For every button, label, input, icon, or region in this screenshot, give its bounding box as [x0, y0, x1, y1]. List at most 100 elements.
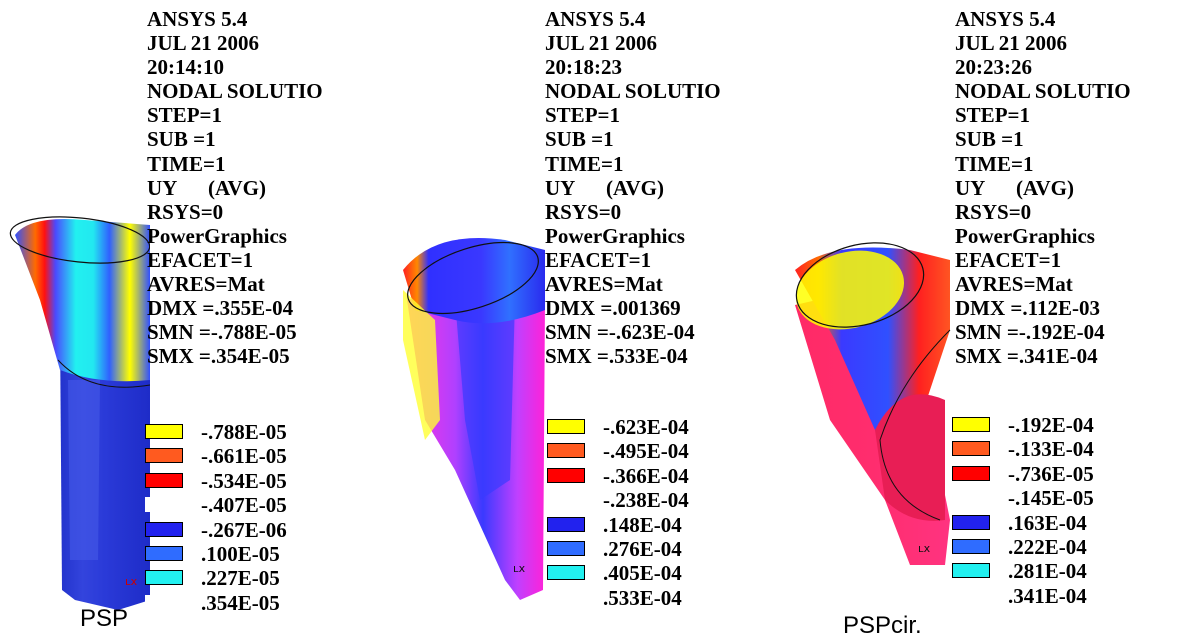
- figure-caption: PSP: [80, 605, 129, 632]
- contour-panel-pspcir: ʟx ANSYS 5.4 JUL 21 2006 20:23:26 NODAL …: [790, 0, 1190, 641]
- info-line: EFACET=1: [147, 247, 254, 272]
- info-block: ANSYS 5.4 JUL 21 2006 20:23:26 NODAL SOL…: [955, 7, 1190, 368]
- info-line: RSYS=0: [955, 199, 1032, 224]
- info-line: NODAL SOLUTIO: [147, 79, 323, 104]
- info-line: SMX =.341E-04: [955, 344, 1098, 369]
- legend-swatch: [145, 424, 183, 439]
- legend-value: .163E-04: [1008, 510, 1087, 535]
- tube-model-middle: ʟx: [403, 238, 545, 600]
- info-line: 20:23:26: [955, 55, 1032, 80]
- legend-swatch: [952, 465, 990, 481]
- tube-model-psp: ʟx: [9, 216, 150, 610]
- info-line: 20:18:23: [545, 55, 622, 80]
- info-line: SMN =-.192E-04: [955, 320, 1105, 345]
- info-line: JUL 21 2006: [955, 31, 1068, 56]
- legend-value: -.407E-05: [201, 493, 287, 518]
- info-line: SMX =.354E-05: [147, 344, 290, 369]
- info-line: EFACET=1: [955, 247, 1062, 272]
- info-line: STEP=1: [545, 103, 620, 128]
- legend-swatch: [145, 570, 183, 586]
- legend-value: .227E-05: [201, 566, 280, 591]
- info-line: NODAL SOLUTIO: [955, 79, 1131, 104]
- info-line: AVRES=Mat: [147, 272, 265, 297]
- legend-swatch: [547, 565, 585, 581]
- info-line: PowerGraphics: [545, 223, 685, 248]
- legend-value: .276E-04: [603, 536, 682, 561]
- info-line: SUB =1: [955, 127, 1024, 152]
- legend-swatch: [547, 589, 585, 605]
- info-line: NODAL SOLUTIO: [545, 79, 721, 104]
- legend-value: .341E-04: [1008, 583, 1087, 608]
- info-line: JUL 21 2006: [545, 31, 658, 56]
- info-line: UY (AVG): [545, 175, 664, 200]
- info-line: DMX =.001369: [545, 296, 681, 321]
- legend-value: -.133E-04: [1008, 437, 1094, 462]
- info-line: STEP=1: [955, 103, 1030, 128]
- legend-swatch: [952, 538, 990, 554]
- info-line: ANSYS 5.4: [545, 7, 646, 31]
- info-line: SUB =1: [147, 127, 216, 152]
- legend-swatch: [952, 563, 990, 579]
- legend-value: -.623E-04: [603, 415, 689, 439]
- legend-value: -.145E-05: [1008, 486, 1094, 511]
- info-line: TIME=1: [147, 151, 226, 176]
- legend-value: -.267E-06: [201, 517, 287, 542]
- info-line: STEP=1: [147, 103, 222, 128]
- legend-swatch: [547, 443, 585, 459]
- info-line: 20:14:10: [147, 55, 224, 80]
- info-line: DMX =.355E-04: [147, 296, 294, 321]
- legend-swatch: [952, 490, 990, 506]
- info-line: AVRES=Mat: [955, 272, 1073, 297]
- axis-triad-icon: ʟx: [513, 562, 526, 575]
- legend-swatch: [145, 448, 183, 464]
- legend-swatch: [547, 492, 585, 508]
- info-line: SMN =-.623E-04: [545, 320, 695, 345]
- legend-swatch: [952, 514, 990, 530]
- legend-value: .405E-04: [603, 561, 682, 586]
- info-line: SMX =.533E-04: [545, 344, 688, 369]
- figure-caption: PSPcir.: [843, 612, 922, 639]
- info-line: TIME=1: [955, 151, 1034, 176]
- legend-swatch: [145, 472, 183, 488]
- legend-value: -.366E-04: [603, 463, 689, 488]
- contour-panel-middle: ʟx ANSYS 5.4 JUL 21 2006 20:18:23 NODAL …: [395, 0, 795, 641]
- info-line: TIME=1: [545, 151, 624, 176]
- info-line: SMN =-.788E-05: [147, 320, 297, 345]
- legend-swatch: [547, 419, 585, 434]
- info-line: JUL 21 2006: [147, 31, 260, 56]
- legend-value: -.736E-05: [1008, 461, 1094, 486]
- legend-value: .148E-04: [603, 512, 682, 537]
- legend-value: -.192E-04: [1008, 413, 1094, 437]
- info-line: EFACET=1: [545, 247, 652, 272]
- legend-value: -.495E-04: [603, 439, 689, 464]
- info-block: ANSYS 5.4 JUL 21 2006 20:18:23 NODAL SOL…: [545, 7, 810, 368]
- info-line: RSYS=0: [545, 199, 622, 224]
- legend-value: .354E-05: [201, 590, 280, 615]
- info-line: PowerGraphics: [147, 223, 287, 248]
- legend-swatch: [145, 521, 183, 537]
- legend-value: -.238E-04: [603, 488, 689, 513]
- info-block: ANSYS 5.4 JUL 21 2006 20:14:10 NODAL SOL…: [147, 7, 415, 368]
- legend-swatch: [952, 441, 990, 457]
- legend-value: -.534E-05: [201, 468, 287, 493]
- legend-value: -.788E-05: [201, 420, 287, 444]
- tube-model-pspcir: ʟx: [795, 242, 951, 565]
- legend-swatch: [547, 516, 585, 532]
- axis-triad-icon: ʟx: [125, 575, 138, 588]
- legend-swatch: [145, 594, 183, 610]
- legend-value: .100E-05: [201, 541, 280, 566]
- legend-value: .533E-04: [603, 585, 682, 610]
- info-line: UY (AVG): [147, 175, 266, 200]
- info-line: ANSYS 5.4: [955, 7, 1056, 31]
- info-line: RSYS=0: [147, 199, 224, 224]
- legend-swatch: [547, 540, 585, 556]
- legend-value: -.661E-05: [201, 444, 287, 469]
- info-line: SUB =1: [545, 127, 614, 152]
- legend-swatch: [952, 587, 990, 603]
- legend-swatch: [547, 467, 585, 483]
- info-line: DMX =.112E-03: [955, 296, 1100, 321]
- info-line: ANSYS 5.4: [147, 7, 248, 31]
- legend-swatch: [145, 497, 183, 513]
- legend-swatch: [145, 545, 183, 561]
- legend-swatch: [952, 417, 990, 432]
